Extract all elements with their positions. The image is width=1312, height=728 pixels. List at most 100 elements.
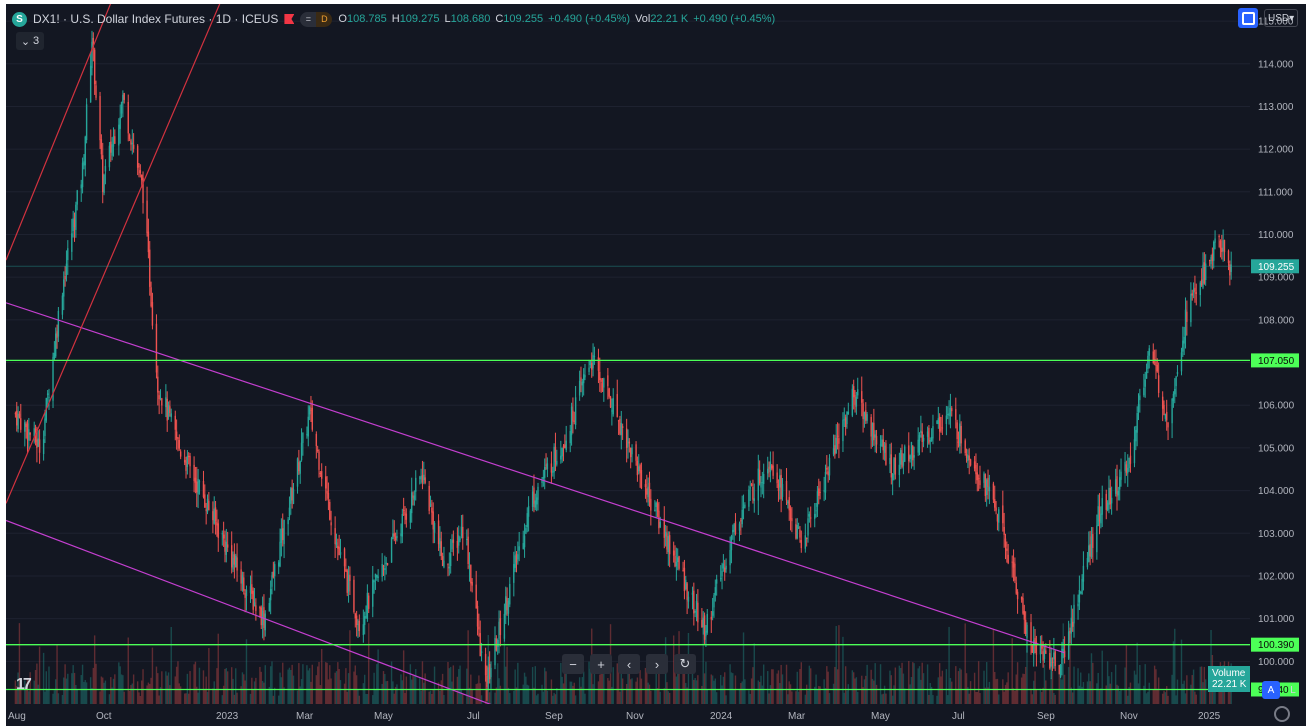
volume-bar bbox=[34, 669, 37, 704]
volume-bar bbox=[337, 662, 339, 704]
volume-bar bbox=[917, 668, 919, 704]
candle-body bbox=[71, 233, 73, 252]
volume-bar bbox=[753, 643, 755, 704]
candle-body bbox=[733, 524, 735, 532]
flag-icon[interactable] bbox=[284, 14, 295, 24]
symbol-title[interactable]: DX1! · U.S. Dollar Index Futures · 1D · … bbox=[33, 12, 279, 26]
volume-bar bbox=[800, 662, 803, 704]
candle-body bbox=[748, 489, 750, 507]
volume-bar bbox=[805, 684, 808, 704]
indicators-collapse-button[interactable]: ⌄ 3 bbox=[16, 32, 44, 50]
candle-body bbox=[140, 174, 143, 181]
volume-bar bbox=[578, 677, 581, 704]
candle-body bbox=[926, 431, 929, 437]
candle-body bbox=[677, 557, 679, 563]
interval-pill[interactable]: = D bbox=[300, 11, 333, 27]
candle-body bbox=[655, 502, 657, 507]
volume-bar bbox=[973, 672, 976, 704]
candle-body bbox=[767, 468, 769, 474]
volume-bar bbox=[541, 684, 543, 704]
candle-body bbox=[898, 464, 901, 476]
candle-body bbox=[569, 430, 571, 444]
candle-body bbox=[1144, 379, 1146, 387]
volume-bar bbox=[851, 670, 854, 704]
candle-body bbox=[752, 486, 754, 500]
volume-bar bbox=[1184, 693, 1187, 704]
y-tick-label: 101.000 bbox=[1258, 614, 1295, 625]
candle-body bbox=[1163, 404, 1165, 416]
volume-bar bbox=[358, 695, 361, 704]
volume-bar bbox=[1033, 680, 1035, 704]
candle-body bbox=[402, 509, 405, 511]
candle-body bbox=[1166, 411, 1168, 421]
candle-body bbox=[315, 433, 318, 447]
volume-bar bbox=[411, 679, 413, 704]
volume-bar bbox=[608, 680, 610, 704]
volume-bar bbox=[561, 676, 563, 704]
volume-bar bbox=[419, 677, 421, 704]
candle-body bbox=[697, 602, 699, 623]
candle-body bbox=[725, 565, 727, 570]
price-chart[interactable]: 100.000 101.000 102.000 103.000 104.000 105.0… bbox=[6, 4, 1306, 726]
candle-body bbox=[948, 412, 950, 416]
zoom-out-button[interactable]: − bbox=[562, 654, 584, 674]
candle-body bbox=[744, 504, 746, 508]
candle-body bbox=[589, 361, 592, 366]
candle-body bbox=[515, 553, 518, 563]
candle-body bbox=[1161, 396, 1164, 409]
gear-icon[interactable] bbox=[1274, 706, 1290, 722]
volume-bar bbox=[985, 662, 988, 704]
candle-body bbox=[1043, 649, 1046, 660]
volume-bar bbox=[984, 687, 987, 704]
volume-bar bbox=[881, 694, 883, 704]
volume-bar bbox=[221, 695, 223, 704]
volume-bar bbox=[449, 666, 452, 704]
candle-body bbox=[311, 407, 313, 430]
reset-chart-button[interactable]: ↻ bbox=[674, 654, 696, 674]
volume-bar bbox=[932, 695, 934, 704]
volume-bar bbox=[1049, 688, 1051, 704]
volume-bar bbox=[627, 670, 629, 704]
volume-bar bbox=[326, 662, 328, 704]
candle-body bbox=[753, 498, 755, 501]
high-label: H bbox=[391, 13, 400, 25]
candle-body bbox=[1062, 648, 1064, 652]
candle-body bbox=[1106, 502, 1109, 510]
candle-body bbox=[960, 425, 962, 444]
volume-bar bbox=[668, 692, 671, 704]
volume-bar bbox=[64, 664, 66, 704]
volume-bar bbox=[619, 691, 621, 704]
volume-bar bbox=[677, 671, 679, 704]
candle-body bbox=[157, 376, 159, 393]
volume-bar bbox=[875, 684, 878, 704]
volume-bar bbox=[525, 676, 527, 704]
candle-body bbox=[779, 475, 781, 488]
change-value: +0.490 (+0.45%) bbox=[548, 13, 631, 25]
volume-bar bbox=[721, 685, 723, 704]
volume-bar bbox=[584, 693, 586, 704]
candle-body bbox=[273, 564, 276, 577]
scroll-left-button[interactable]: ‹ bbox=[618, 654, 640, 674]
candle-body bbox=[977, 478, 980, 480]
candle-body bbox=[449, 553, 452, 567]
volume-bar bbox=[863, 679, 866, 704]
volume-bar bbox=[750, 678, 753, 704]
log-scale-button[interactable]: L bbox=[1290, 684, 1296, 696]
volume-bar bbox=[405, 676, 408, 704]
zoom-in-button[interactable]: + bbox=[590, 654, 612, 674]
candle-body bbox=[851, 388, 854, 416]
candle-body bbox=[628, 441, 631, 444]
auto-scale-button[interactable]: A bbox=[1262, 681, 1280, 699]
scroll-right-button[interactable]: › bbox=[646, 654, 668, 674]
volume-bar bbox=[255, 677, 257, 704]
volume-bar bbox=[495, 687, 498, 704]
volume-bar bbox=[1051, 671, 1054, 704]
currency-select[interactable]: USD ▾ bbox=[1264, 9, 1298, 27]
volume-bar bbox=[807, 690, 809, 704]
candle-body bbox=[875, 436, 878, 445]
candle-body bbox=[883, 445, 886, 453]
candle-body bbox=[777, 483, 780, 491]
tradingview-logo-icon[interactable]: 17 bbox=[16, 676, 32, 693]
screenshot-button[interactable] bbox=[1238, 8, 1258, 28]
candle-body bbox=[1199, 282, 1201, 296]
